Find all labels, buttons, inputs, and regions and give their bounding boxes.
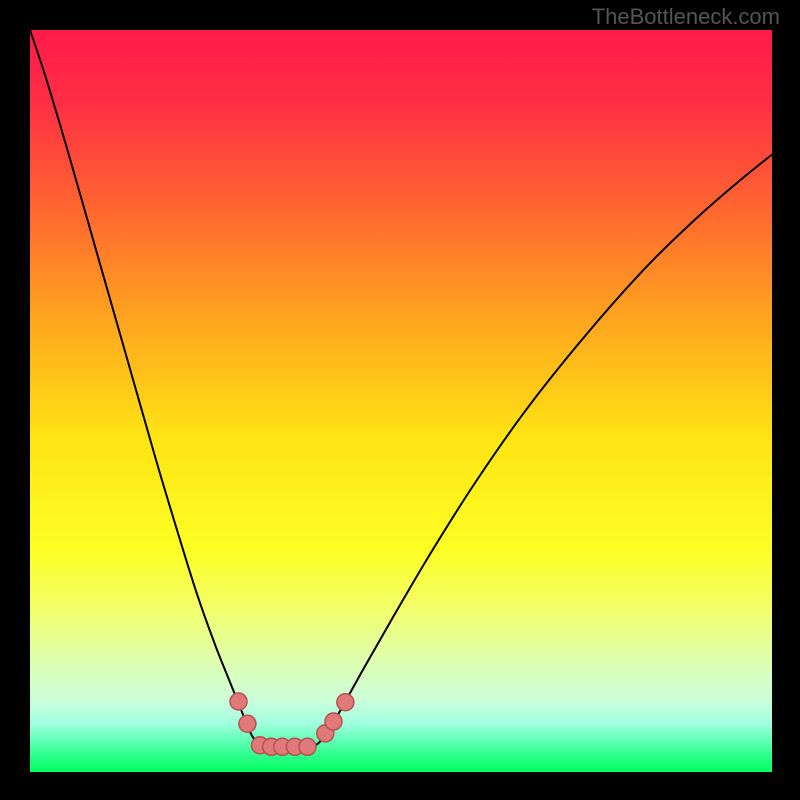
curve-left-branch [30, 30, 262, 747]
chart-stage: TheBottleneck.com [0, 0, 800, 800]
data-marker [299, 738, 316, 755]
curve-right-branch [312, 155, 772, 747]
data-marker [337, 694, 354, 711]
data-marker [325, 713, 342, 730]
data-marker [239, 715, 256, 732]
watermark-text: TheBottleneck.com [592, 4, 780, 30]
data-marker [230, 693, 247, 710]
plot-overlay [0, 0, 800, 800]
